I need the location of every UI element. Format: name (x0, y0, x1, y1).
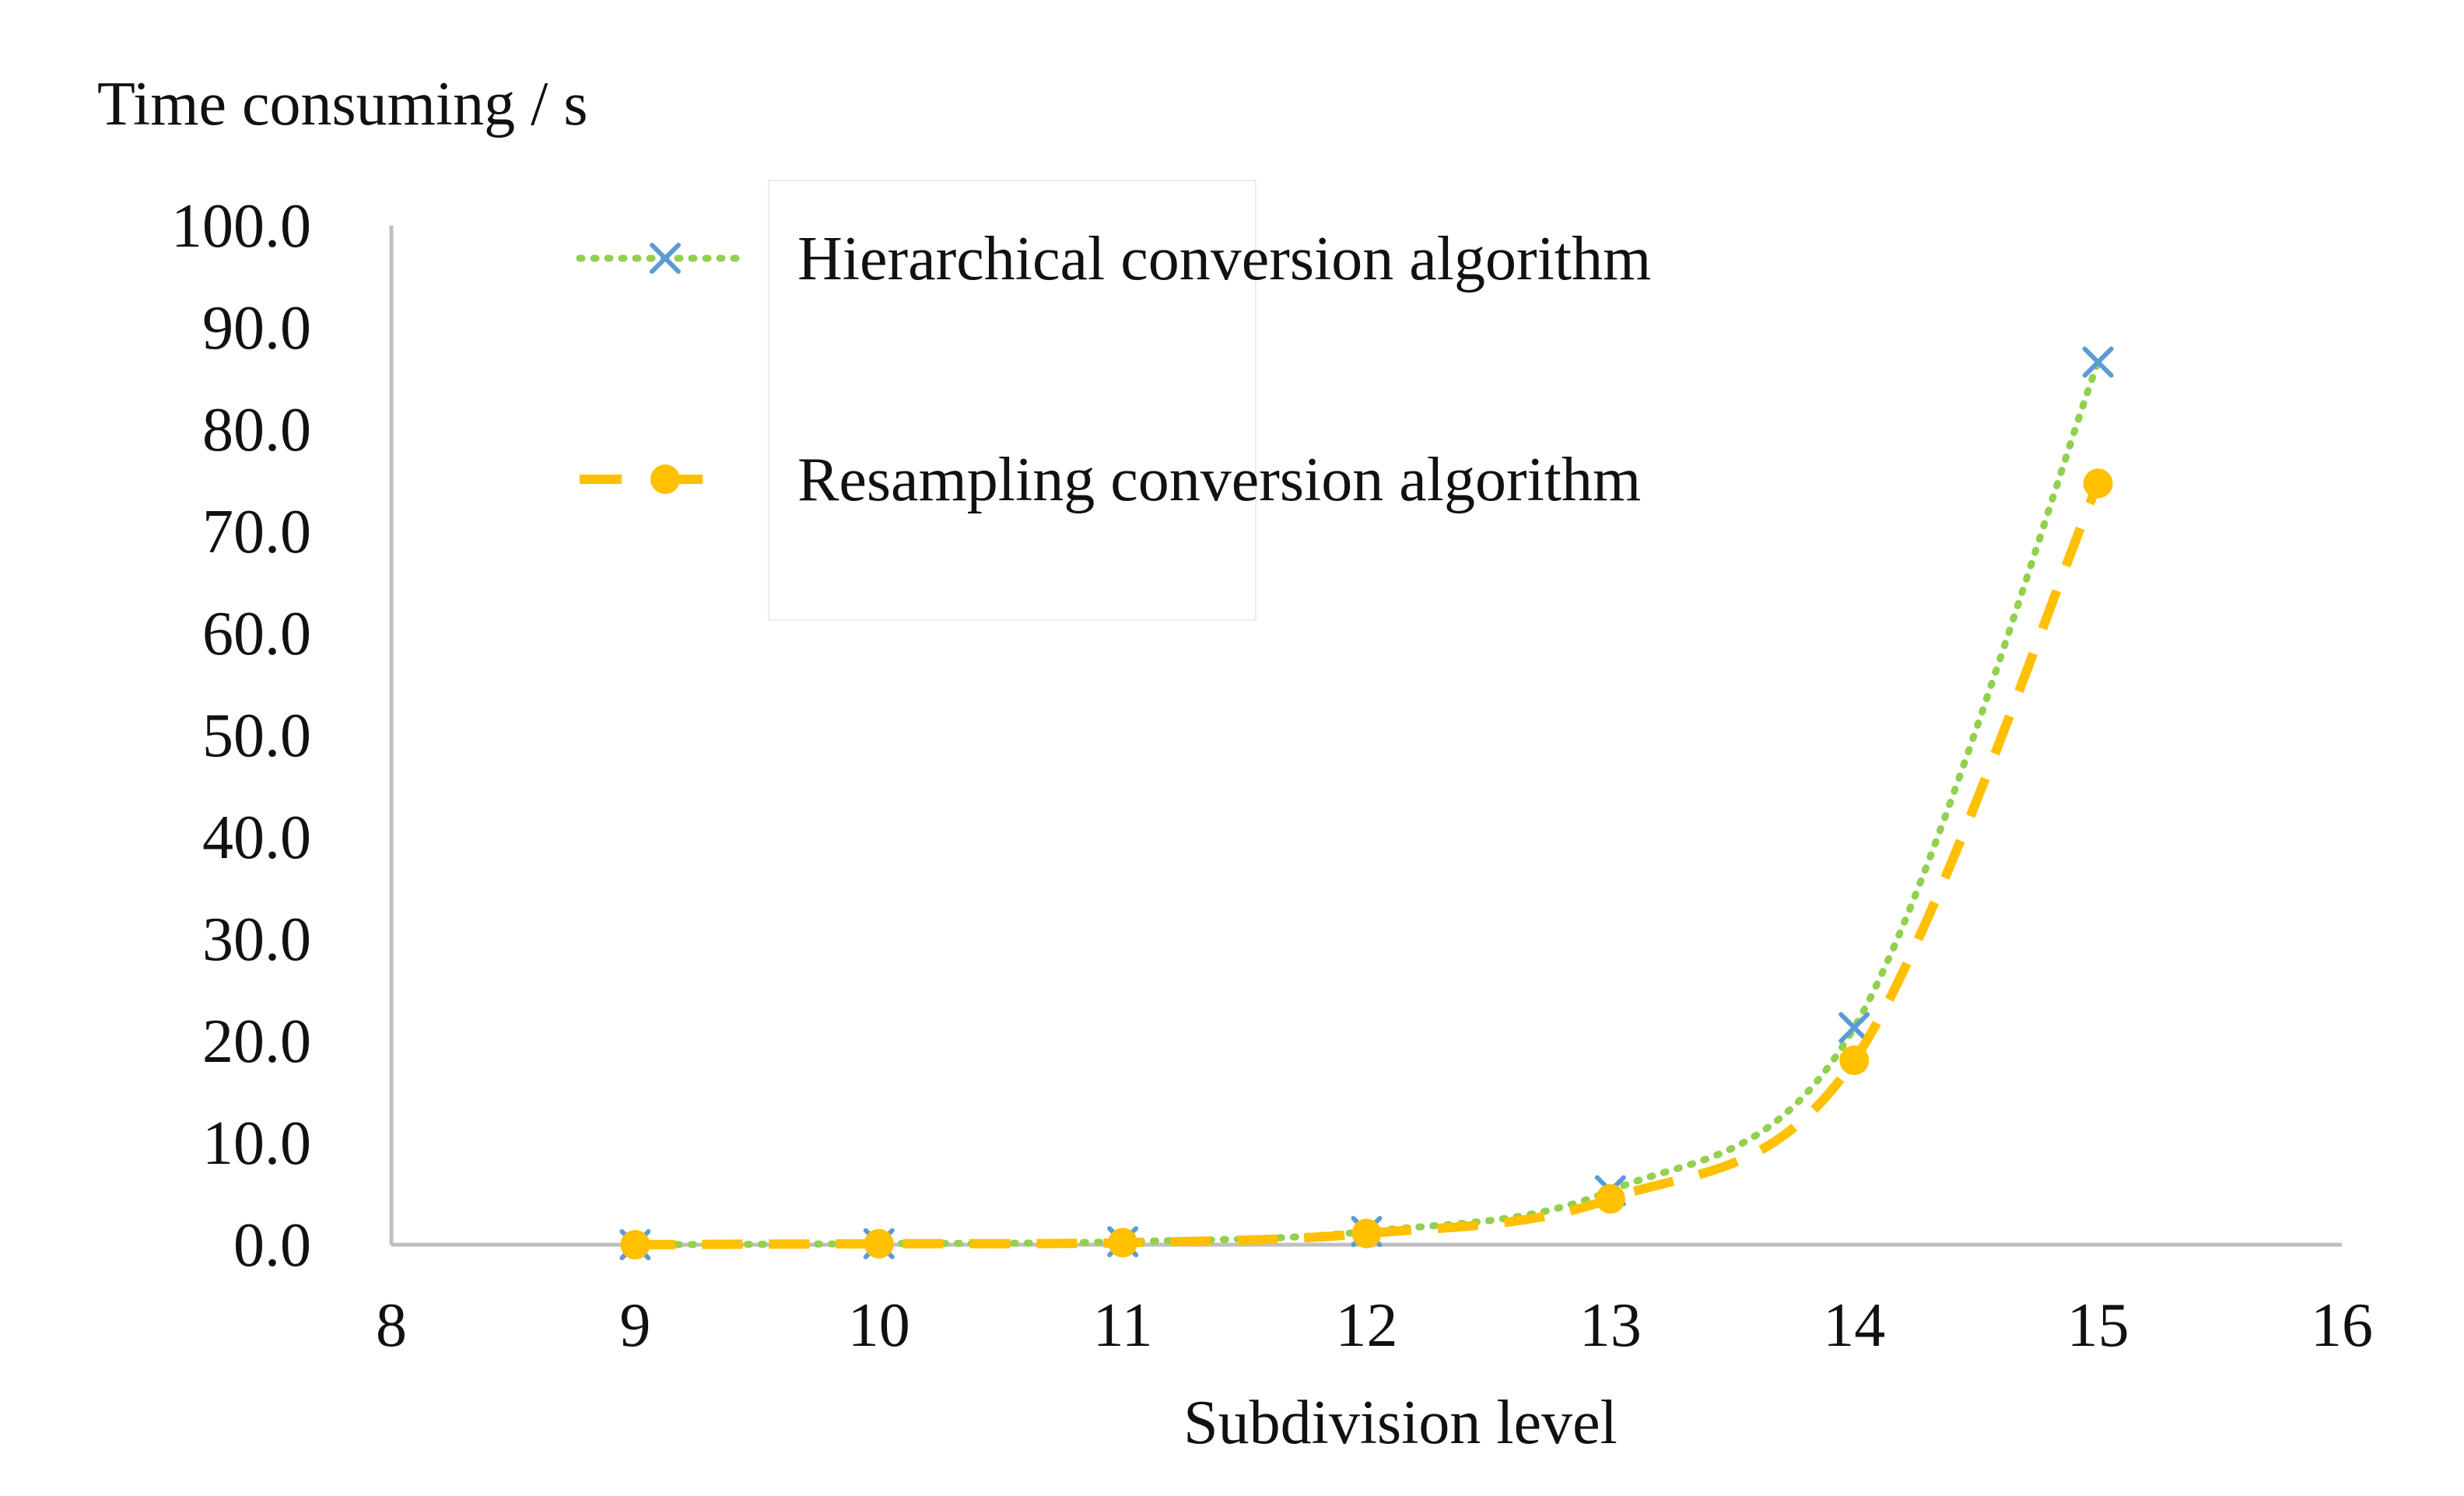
x-axis-title: Subdivision level (1183, 1389, 1618, 1457)
data-point (2083, 468, 2113, 499)
legend-entry-2: Resampling conversion algorithm (580, 446, 1641, 514)
data-point (1839, 1045, 1870, 1075)
marker-stroke (1838, 1011, 1870, 1043)
x-tick-label: 13 (1579, 1291, 1642, 1360)
legend-box (768, 180, 1257, 621)
x-tick-label: 11 (1093, 1291, 1153, 1360)
x-tick-label: 16 (2311, 1291, 2373, 1360)
marker-stroke (650, 243, 681, 274)
marker-stroke (2082, 346, 2114, 378)
data-point (1595, 1184, 1625, 1214)
x-tick-label: 10 (848, 1291, 910, 1360)
x-tick-label: 9 (619, 1291, 650, 1360)
data-point (2082, 346, 2114, 378)
y-tick-labels: 0.0 10.0 20.0 30.0 40.0 50.0 60.0 70.0 80.0 90.0 1… (171, 192, 311, 1280)
legend-swatch-marker (650, 243, 681, 274)
series-layer (619, 346, 2114, 1260)
y-tick-label: 10.0 (202, 1109, 311, 1178)
data-point (620, 1230, 650, 1260)
series-line (635, 482, 2103, 1249)
series-2 (620, 468, 2113, 1260)
y-tick-label: 50.0 (202, 702, 311, 770)
legend-label: Hierarchical conversion algorithm (797, 225, 1651, 293)
x-tick-label: 8 (376, 1291, 407, 1360)
y-tick-label: 20.0 (202, 1007, 311, 1076)
data-point (864, 1228, 894, 1259)
y-axis-title: Time consuming / s (97, 70, 587, 138)
y-tick-label: 30.0 (202, 906, 311, 974)
legend-label: Resampling conversion algorithm (797, 446, 1641, 514)
y-tick-label: 60.0 (202, 600, 311, 668)
data-point (1351, 1218, 1382, 1249)
y-tick-label: 70.0 (202, 498, 311, 566)
x-tick-labels: 8 9 10 11 12 13 14 15 16 (376, 1291, 2373, 1360)
y-tick-label: 0.0 (233, 1211, 311, 1280)
x-tick-label: 12 (1336, 1291, 1398, 1360)
y-tick-label: 80.0 (202, 396, 311, 464)
y-tick-label: 90.0 (202, 294, 311, 363)
x-tick-label: 15 (2067, 1291, 2129, 1360)
legend: Hierarchical conversion algorithm Resampl… (576, 180, 1651, 621)
x-tick-label: 14 (1823, 1291, 1885, 1360)
data-point (1838, 1011, 1870, 1043)
legend-entry-1: Hierarchical conversion algorithm (576, 225, 1651, 293)
legend-swatch-marker (650, 464, 680, 494)
data-point (1108, 1228, 1138, 1258)
y-tick-label: 100.0 (171, 192, 311, 261)
y-tick-label: 40.0 (202, 804, 311, 872)
